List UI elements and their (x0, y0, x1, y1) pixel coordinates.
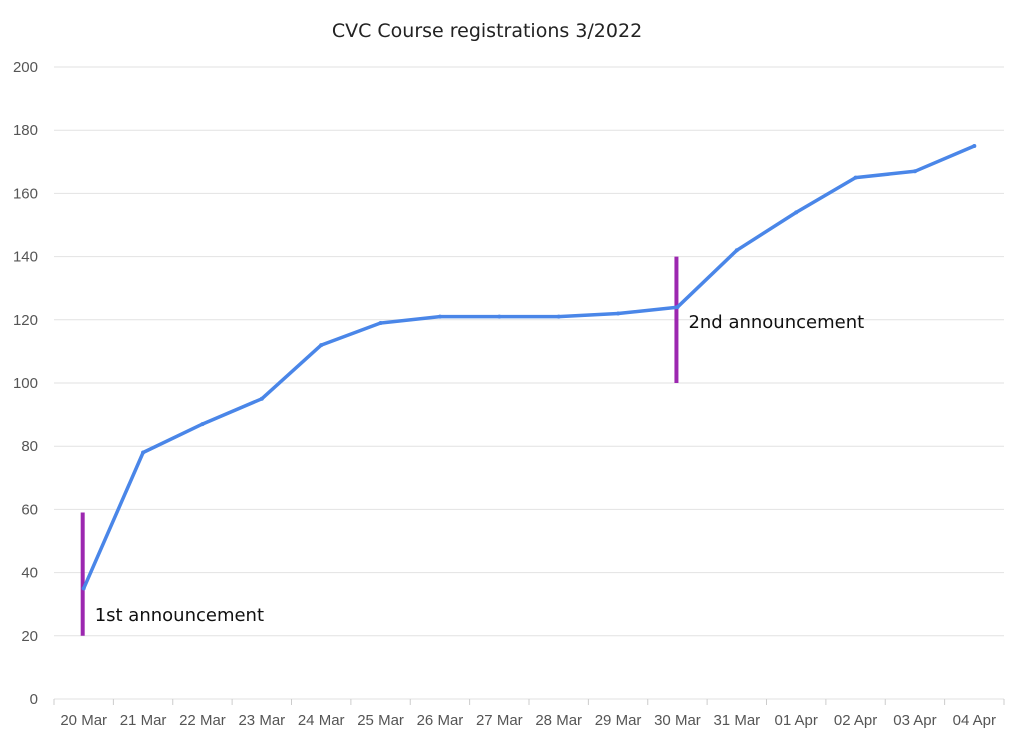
y-tick-label: 120 (13, 312, 38, 329)
x-tick-label: 28 Mar (535, 712, 582, 729)
data-point (556, 314, 561, 319)
y-tick-label: 20 (21, 628, 38, 645)
grid-layer (54, 66, 1004, 700)
data-point (141, 450, 146, 455)
x-tick-label: 03 Apr (893, 712, 936, 729)
data-point (200, 422, 205, 427)
y-tick-label: 140 (13, 249, 38, 266)
data-point (497, 314, 502, 319)
x-tick-label: 27 Mar (476, 712, 523, 729)
x-tick-label: 24 Mar (298, 712, 345, 729)
data-point (972, 144, 977, 148)
x-tick-label: 31 Mar (713, 712, 760, 729)
x-tick-label: 29 Mar (595, 712, 642, 729)
x-tick-label: 22 Mar (179, 712, 226, 729)
y-tick-label: 200 (13, 59, 38, 76)
x-tick-label: 21 Mar (120, 712, 167, 729)
y-tick-label: 60 (21, 501, 38, 518)
x-axis: 20 Mar 21 Mar 22 Mar 23 Mar 24 Mar 25 Mar 26 M… (53, 699, 1005, 729)
x-tick-label: 20 Mar (60, 712, 107, 729)
data-point (259, 396, 264, 401)
y-tick-label: 160 (13, 185, 38, 202)
y-tick-label: 80 (21, 438, 38, 455)
series-line (81, 144, 977, 591)
data-point (853, 175, 858, 180)
x-tick-label: 25 Mar (357, 712, 404, 729)
y-tick-label: 40 (21, 565, 38, 582)
data-point (437, 314, 442, 319)
chart-title: CVC Course registrations 3/2022 (332, 20, 642, 42)
y-tick-label: 180 (13, 122, 38, 139)
data-point (734, 248, 739, 253)
series-layer (81, 144, 977, 591)
data-point (378, 320, 383, 325)
annotation-label: 2nd announcement (688, 312, 864, 333)
data-point (675, 305, 680, 310)
y-tick-label: 0 (30, 691, 38, 708)
x-tick-label: 01 Apr (775, 712, 818, 729)
annotation-layer: 1st announcement 2nd announcement (80, 256, 864, 636)
x-tick-label: 02 Apr (834, 712, 877, 729)
annotation-label: 1st announcement (95, 605, 264, 626)
x-tick-label: 26 Mar (417, 712, 464, 729)
data-point (616, 311, 621, 316)
y-tick-label: 100 (13, 375, 38, 392)
data-point (912, 169, 917, 174)
x-tick-label: 04 Apr (953, 712, 996, 729)
x-tick-label: 30 Mar (654, 712, 701, 729)
data-point (81, 586, 86, 591)
data-point (794, 210, 799, 215)
x-tick-label: 23 Mar (238, 712, 285, 729)
data-point (319, 343, 324, 348)
y-axis: 0 20 40 60 80 100 120 140 160 180 200 (13, 59, 38, 708)
